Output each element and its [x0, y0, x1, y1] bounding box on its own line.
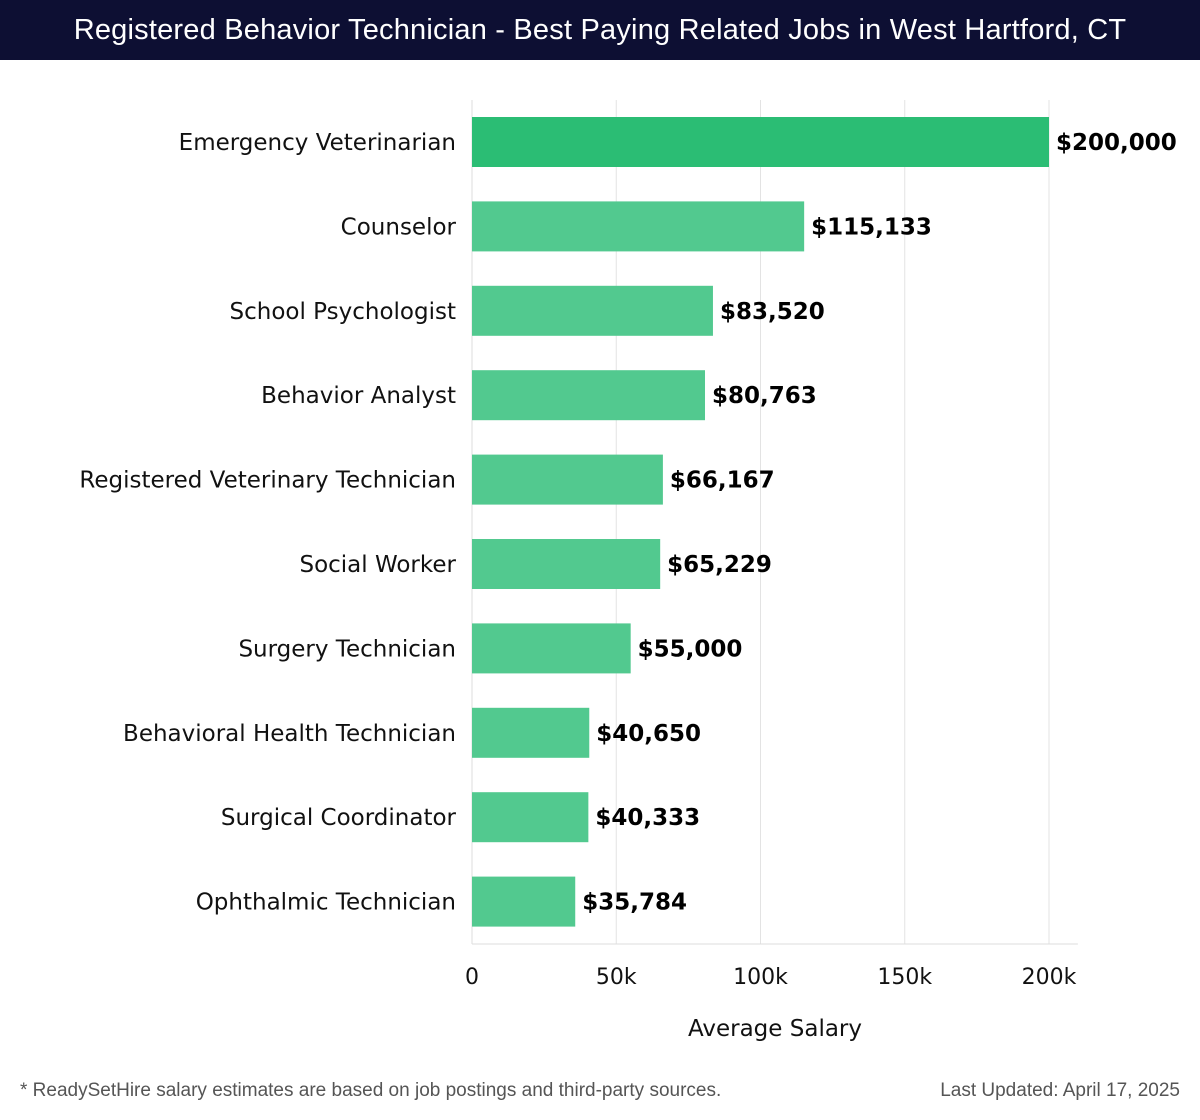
last-updated: Last Updated: April 17, 2025	[940, 1080, 1180, 1101]
bar	[472, 454, 663, 505]
category-label: Registered Veterinary Technician	[79, 468, 456, 494]
x-tick-label: 150k	[877, 965, 932, 990]
x-tick-label: 200k	[1022, 965, 1077, 990]
category-label: Ophthalmic Technician	[196, 890, 456, 916]
chart-title: Registered Behavior Technician - Best Pa…	[0, 0, 1200, 60]
value-label: $66,167	[670, 468, 775, 494]
category-label: Surgery Technician	[238, 636, 456, 662]
bar	[472, 792, 589, 843]
bar	[472, 707, 590, 758]
category-label: Surgical Coordinator	[221, 805, 457, 831]
bar	[472, 117, 1049, 167]
value-label: $115,133	[811, 214, 932, 240]
bar	[472, 876, 576, 927]
category-label: Emergency Veterinarian	[179, 130, 456, 156]
bar	[472, 201, 805, 252]
x-tick-label: 100k	[733, 965, 788, 990]
value-label: $40,333	[595, 805, 700, 831]
x-tick-label: 50k	[596, 965, 637, 990]
value-label: $80,763	[712, 383, 817, 409]
bar	[472, 370, 706, 421]
category-label: Behavioral Health Technician	[123, 721, 456, 747]
bar	[472, 285, 713, 336]
value-label: $35,784	[582, 890, 687, 916]
salary-bar-chart: Emergency Veterinarian $200,000 Counselor $…	[79, 100, 1177, 1042]
category-label: Counselor	[341, 214, 457, 240]
value-label: $55,000	[638, 636, 743, 662]
bar	[472, 539, 661, 589]
x-axis-title: Average Salary	[688, 1016, 862, 1042]
category-label: School Psychologist	[230, 299, 456, 325]
value-label: $200,000	[1056, 130, 1177, 156]
category-label: Behavior Analyst	[261, 383, 456, 409]
value-label: $40,650	[596, 721, 701, 747]
value-label: $83,520	[720, 299, 825, 325]
value-label: $65,229	[667, 552, 772, 578]
x-tick-label: 0	[465, 965, 479, 990]
bar	[472, 623, 631, 674]
footer-note: * ReadySetHire salary estimates are base…	[20, 1080, 722, 1101]
category-label: Social Worker	[299, 552, 456, 578]
